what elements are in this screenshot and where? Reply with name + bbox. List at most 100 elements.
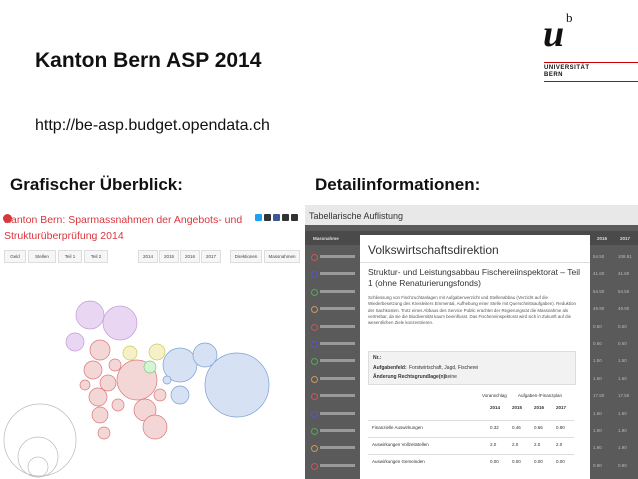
number-label: Nr.:	[373, 355, 382, 361]
row-value: 2.0	[512, 442, 519, 447]
row-text	[320, 376, 355, 380]
bubble[interactable]	[79, 379, 91, 391]
row-icon	[311, 375, 318, 383]
year: 2017	[556, 405, 567, 410]
bubble[interactable]	[162, 375, 172, 385]
row-icon	[311, 288, 318, 296]
filter-button[interactable]: Direktionen	[230, 250, 262, 263]
measure: Struktur- und Leistungsabbau Fischereiin…	[368, 267, 580, 288]
filter-button[interactable]: 2014	[138, 250, 158, 263]
row-text	[320, 307, 355, 311]
row-text	[320, 255, 355, 258]
row-line	[368, 454, 574, 455]
table-header: 2017	[620, 236, 631, 241]
plan-label: Aufgaben-/Finanzplan	[518, 393, 563, 398]
row-text	[320, 463, 355, 467]
row-value: 1.60	[618, 410, 627, 416]
info-box: Nr.: Aufgabenfeld: Forstwirtschaft, Jagd…	[368, 351, 576, 385]
bubble[interactable]	[153, 388, 167, 402]
bubble[interactable]	[122, 345, 138, 361]
bubble[interactable]	[170, 385, 190, 405]
table-header: 2016	[597, 236, 608, 241]
row-icon	[311, 306, 318, 314]
row-value: 2.0	[534, 442, 541, 447]
row-text	[320, 324, 355, 328]
bubble[interactable]	[3, 403, 77, 477]
header-bar	[305, 205, 638, 225]
logo-text: BERN	[544, 72, 564, 78]
row-text	[320, 289, 355, 293]
row-icon	[311, 271, 318, 279]
row-value: 0.32	[490, 425, 499, 430]
filter-button[interactable]: Massnahmen	[264, 250, 300, 263]
bubble[interactable]	[111, 398, 125, 412]
row-value: 0.90	[618, 462, 627, 468]
row-value: 1.50	[618, 358, 627, 364]
row-icon	[311, 428, 318, 435]
row-text	[320, 342, 355, 345]
row-value: 1.90	[593, 428, 602, 433]
bubble[interactable]	[148, 343, 166, 361]
filter-button[interactable]: 2017	[201, 250, 221, 263]
logo-dot	[3, 214, 12, 223]
row-text	[320, 359, 355, 363]
bubble[interactable]	[97, 426, 111, 440]
row-value: 54.50	[593, 288, 605, 294]
bubble[interactable]	[83, 360, 103, 380]
filter-button[interactable]: Teil 2	[84, 250, 108, 263]
row-label: Finanzielle Auswirkungen	[372, 425, 423, 430]
row-line	[368, 437, 574, 438]
details-title: Tabellarische Auflistung	[309, 211, 404, 221]
row-value: 0.66	[534, 425, 543, 430]
bubble[interactable]	[99, 374, 117, 392]
bubble[interactable]	[27, 456, 49, 478]
filter-button[interactable]: Stellen	[28, 250, 56, 263]
row-value: 0.50	[593, 323, 602, 329]
row-text	[320, 272, 355, 276]
row-value: 0.60	[618, 341, 627, 346]
row-value: 1.90	[593, 445, 602, 451]
bubble[interactable]	[192, 342, 218, 368]
bubble[interactable]	[143, 360, 157, 374]
share-icon	[264, 214, 271, 221]
row-value: 0.80	[556, 425, 565, 430]
row-value: 1.60	[593, 375, 602, 381]
bubble[interactable]	[102, 305, 138, 341]
field-label: Aufgabenfeld:	[373, 365, 407, 371]
bubble[interactable]	[162, 347, 198, 383]
left-heading: Grafischer Überblick:	[10, 175, 183, 194]
logo-text: UNIVERSITÄT	[544, 65, 590, 71]
row-icon	[311, 358, 318, 366]
divider	[360, 262, 590, 263]
bubble[interactable]	[204, 352, 270, 418]
row-icon	[311, 341, 318, 348]
filter-button[interactable]: 2015	[159, 250, 179, 263]
law-label: Änderung Rechtsgrundlage(n):	[373, 374, 447, 380]
row-text	[320, 394, 355, 398]
filter-button[interactable]: Teil 1	[58, 250, 82, 263]
year: 2016	[534, 405, 545, 410]
logo-line	[544, 81, 638, 82]
row-value: 0.60	[593, 341, 602, 346]
logo-line	[544, 62, 638, 63]
bubble[interactable]	[89, 339, 111, 361]
row-value: 0.46	[512, 425, 521, 430]
row-value: 2.0	[490, 442, 497, 447]
bubble[interactable]	[108, 358, 122, 372]
filter-button[interactable]: 2016	[180, 250, 200, 263]
row-value: 49.90	[593, 306, 605, 312]
share-icon	[291, 214, 298, 221]
bubble[interactable]	[91, 406, 109, 424]
bubble[interactable]	[65, 332, 85, 352]
bubble[interactable]	[142, 414, 168, 440]
filter-button[interactable]: Geld	[4, 250, 26, 263]
row-icon	[311, 254, 318, 261]
year: 2014	[490, 405, 501, 410]
row-value: 17.50	[593, 393, 605, 399]
bubble[interactable]	[75, 300, 105, 330]
bubble[interactable]	[88, 387, 108, 407]
row-value: 1.60	[593, 410, 602, 416]
details-screenshot: Tabellarische Auflistung Massnahme 2014 20…	[305, 205, 638, 479]
row-text	[320, 411, 355, 415]
